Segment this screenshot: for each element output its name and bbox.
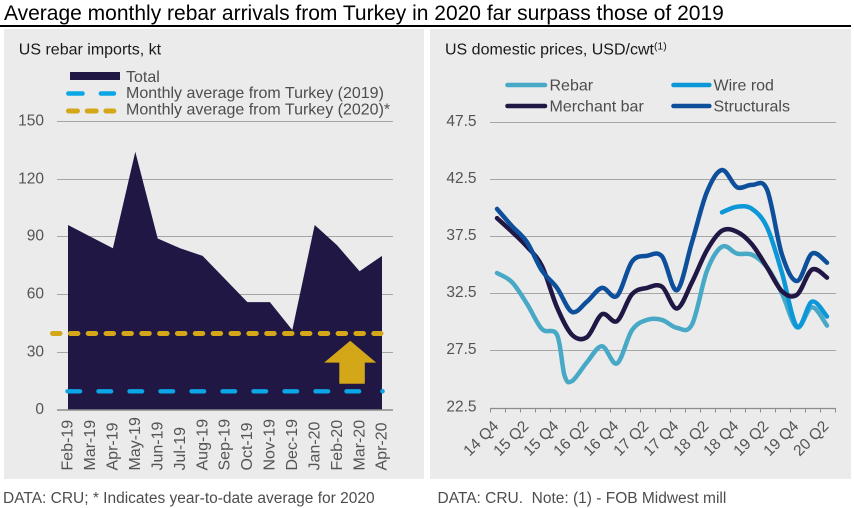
svg-text:US domestic prices, USD/cwt(1): US domestic prices, USD/cwt(1) [445, 40, 667, 58]
svg-text:Oct-19: Oct-19 [239, 422, 256, 470]
svg-text:Mar-19: Mar-19 [82, 420, 99, 471]
svg-text:Feb-20: Feb-20 [329, 420, 346, 471]
svg-text:20 Q2: 20 Q2 [790, 418, 832, 460]
svg-text:47.5: 47.5 [446, 113, 476, 130]
svg-text:Structurals: Structurals [714, 98, 790, 115]
svg-text:37.5: 37.5 [446, 227, 476, 244]
svg-text:Monthly average from Turkey (2: Monthly average from Turkey (2020)* [126, 102, 390, 119]
svg-text:Jul-19: Jul-19 [172, 427, 189, 471]
svg-text:Rebar: Rebar [550, 77, 594, 94]
svg-text:Nov-19: Nov-19 [262, 419, 279, 471]
svg-text:60: 60 [27, 286, 45, 303]
svg-text:42.5: 42.5 [446, 170, 476, 187]
svg-text:Mar-20: Mar-20 [351, 420, 368, 471]
svg-text:May-19: May-19 [127, 417, 144, 470]
svg-text:0: 0 [35, 401, 44, 418]
svg-text:30: 30 [27, 344, 45, 361]
svg-text:Dec-19: Dec-19 [284, 419, 301, 471]
svg-text:Sep-19: Sep-19 [217, 419, 234, 471]
svg-text:Merchant bar: Merchant bar [550, 98, 645, 115]
svg-text:120: 120 [18, 171, 44, 188]
svg-text:Apr-20: Apr-20 [374, 422, 391, 470]
svg-text:Apr-19: Apr-19 [105, 422, 122, 470]
svg-text:Total: Total [126, 69, 160, 86]
svg-text:Aug-19: Aug-19 [194, 419, 211, 471]
svg-text:Jun-19: Jun-19 [149, 421, 166, 470]
svg-text:Jan-20: Jan-20 [306, 421, 323, 470]
svg-text:22.5: 22.5 [446, 398, 476, 415]
svg-text:90: 90 [27, 228, 45, 245]
svg-text:Wire rod: Wire rod [714, 77, 774, 94]
svg-text:Monthly average from Turkey (2: Monthly average from Turkey (2019) [126, 85, 384, 102]
svg-text:27.5: 27.5 [446, 341, 476, 358]
svg-text:32.5: 32.5 [446, 284, 476, 301]
svg-text:Feb-19: Feb-19 [60, 420, 77, 471]
svg-text:US rebar imports, kt: US rebar imports, kt [19, 41, 162, 58]
svg-text:150: 150 [18, 113, 44, 130]
